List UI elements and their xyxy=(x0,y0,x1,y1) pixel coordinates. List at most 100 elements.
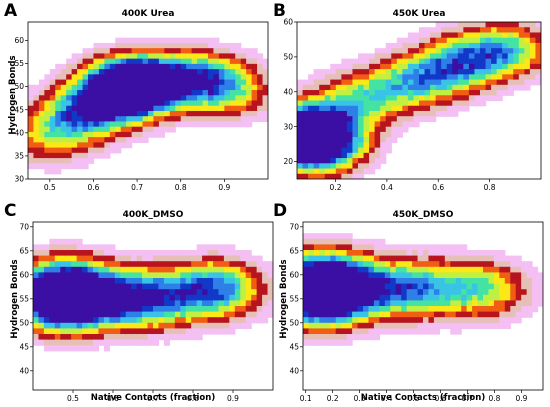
y-tick-label: 65 xyxy=(289,246,299,255)
heatmap-cell xyxy=(488,306,495,313)
heatmap-cell xyxy=(363,74,370,81)
heatmap-cell xyxy=(169,121,176,128)
heatmap-cell xyxy=(507,58,514,65)
heatmap-cell xyxy=(526,278,533,285)
heatmap-cell xyxy=(324,334,331,341)
heatmap-cell xyxy=(82,158,89,164)
heatmap-cell xyxy=(60,278,67,285)
heatmap-cell xyxy=(169,95,176,102)
y-tick-label: 35 xyxy=(14,152,24,161)
heatmap-cell xyxy=(262,100,268,107)
heatmap-cell xyxy=(302,100,309,107)
heatmap-cell xyxy=(71,334,78,341)
heatmap-cell xyxy=(417,244,424,251)
heatmap-cell xyxy=(435,74,442,81)
heatmap-cell xyxy=(474,27,481,34)
heatmap-cell xyxy=(93,48,100,54)
heatmap-cell xyxy=(180,278,187,285)
heatmap-cell xyxy=(245,317,252,324)
heatmap-cell xyxy=(114,300,121,307)
heatmap-cell xyxy=(235,84,242,91)
heatmap-cell xyxy=(245,311,252,318)
heatmap-cell xyxy=(463,32,470,39)
heatmap-cell xyxy=(461,261,468,268)
heatmap-cell xyxy=(120,266,127,273)
heatmap-cell xyxy=(65,278,72,285)
heatmap-cell xyxy=(65,244,72,251)
heatmap-cell xyxy=(477,250,484,257)
heatmap-cell xyxy=(207,317,214,324)
heatmap-cell xyxy=(87,311,94,318)
heatmap-cell xyxy=(33,278,40,285)
heatmap-cell xyxy=(28,163,35,170)
heatmap-cell xyxy=(346,300,353,307)
heatmap-cell xyxy=(346,95,354,102)
heatmap-cell xyxy=(439,266,446,273)
heatmap-cell xyxy=(457,48,464,54)
heatmap-cell xyxy=(417,250,424,257)
heatmap-cell xyxy=(474,79,481,86)
heatmap-cell xyxy=(196,322,203,329)
heatmap-cell xyxy=(363,142,370,149)
heatmap-cell xyxy=(515,317,522,324)
heatmap-cell xyxy=(493,311,500,318)
heatmap-cell xyxy=(93,261,100,268)
heatmap-cell xyxy=(483,283,490,290)
heatmap-cell xyxy=(515,311,522,318)
heatmap-cell xyxy=(413,110,420,117)
heatmap-cell xyxy=(452,42,459,49)
heatmap-cell xyxy=(396,58,403,65)
heatmap-cell xyxy=(444,244,451,251)
heatmap-cell xyxy=(142,74,149,81)
heatmap-cell xyxy=(428,322,435,329)
heatmap-cell xyxy=(120,142,127,149)
heatmap-cell xyxy=(142,42,149,49)
heatmap-cell xyxy=(71,278,78,285)
heatmap-cell xyxy=(208,63,215,70)
heatmap-cell xyxy=(502,74,509,81)
heatmap-cell xyxy=(137,48,144,54)
heatmap-cell xyxy=(430,32,437,39)
heatmap-cell xyxy=(330,334,337,341)
heatmap-cell xyxy=(169,317,176,324)
heatmap-cell xyxy=(82,244,89,251)
heatmap-cell xyxy=(131,278,138,285)
heatmap-cell xyxy=(330,289,337,296)
heatmap-cell xyxy=(207,283,214,290)
heatmap-cell xyxy=(55,69,62,75)
heatmap-cell xyxy=(352,84,359,91)
heatmap-cell xyxy=(413,63,420,70)
heatmap-cell xyxy=(256,272,263,279)
heatmap-cell xyxy=(412,306,419,313)
heatmap-cell xyxy=(120,37,127,44)
heatmap-cell xyxy=(439,300,446,307)
heatmap-cell xyxy=(49,100,56,107)
heatmap-cell xyxy=(131,42,138,49)
heatmap-cell xyxy=(468,32,476,39)
heatmap-cell xyxy=(257,63,264,70)
heatmap-cell xyxy=(406,294,413,301)
heatmap-cell xyxy=(93,137,100,143)
heatmap-cell xyxy=(513,42,520,49)
heatmap-cell xyxy=(71,69,78,75)
heatmap-cell xyxy=(213,37,220,44)
heatmap-cell xyxy=(308,322,315,329)
heatmap-cell xyxy=(93,131,100,138)
heatmap-cell xyxy=(98,334,105,341)
heatmap-cell xyxy=(363,53,370,60)
heatmap-cell xyxy=(302,168,309,175)
heatmap-cell xyxy=(109,250,116,257)
heatmap-cell xyxy=(33,110,40,117)
heatmap-cell xyxy=(103,289,110,296)
heatmap-cell xyxy=(401,250,408,257)
heatmap-cell xyxy=(491,27,498,34)
heatmap-cell xyxy=(71,266,78,273)
heatmap-cell xyxy=(153,300,160,307)
heatmap-cell xyxy=(417,289,424,296)
heatmap-cell xyxy=(251,90,258,96)
heatmap-cell xyxy=(346,322,353,329)
heatmap-cell xyxy=(352,250,359,257)
heatmap-cell xyxy=(164,121,171,128)
heatmap-cell xyxy=(218,69,225,75)
heatmap-cell xyxy=(229,289,236,296)
